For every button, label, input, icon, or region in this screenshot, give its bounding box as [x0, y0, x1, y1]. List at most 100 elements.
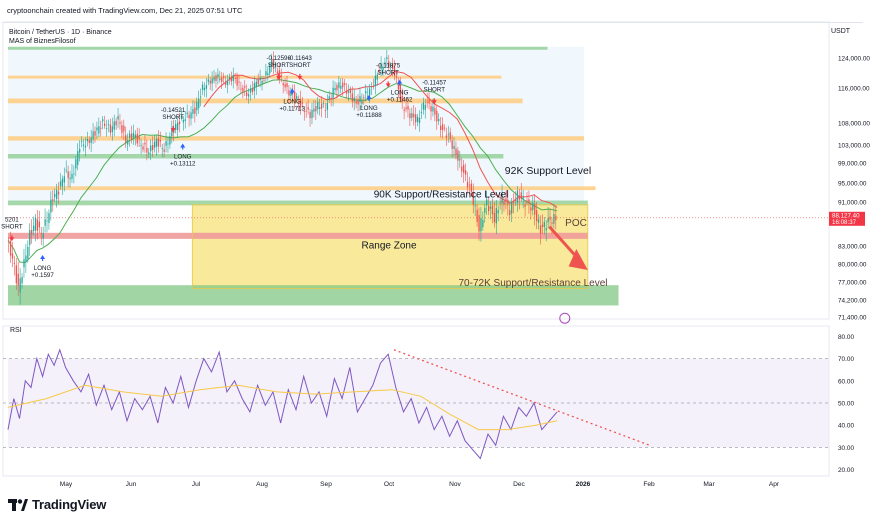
- candle-body: [84, 145, 87, 148]
- candle-body: [426, 101, 428, 103]
- tradingview-logo-icon: [8, 498, 28, 511]
- candle-body: [132, 132, 135, 138]
- currency-label: USDT: [831, 28, 851, 35]
- candle-body: [294, 91, 296, 101]
- candle-body: [296, 96, 298, 99]
- candle-body: [374, 75, 377, 87]
- candle-body: [292, 92, 294, 94]
- x-tick: Jun: [126, 481, 137, 488]
- candle-body: [555, 215, 557, 221]
- range-zone-outline: [191, 204, 589, 289]
- candle-body: [32, 225, 35, 231]
- candle-body: [530, 207, 532, 211]
- candle-body: [117, 116, 119, 120]
- candle-body: [553, 213, 555, 224]
- bearish-arrow-head: [568, 249, 588, 270]
- signal-label-line2-1: SHORT: [162, 114, 184, 121]
- candle-body: [125, 135, 127, 143]
- candle-body: [495, 208, 497, 224]
- candle-body: [311, 110, 313, 119]
- candle-body: [342, 82, 344, 88]
- candle-body: [274, 66, 277, 68]
- candle-body: [157, 138, 160, 147]
- signal-label-6: LONG: [360, 105, 378, 112]
- price-tick: 80,000.00: [838, 262, 867, 269]
- candle-body: [180, 116, 183, 118]
- candle-body: [146, 147, 148, 153]
- candle-body: [224, 82, 227, 85]
- candle-body: [512, 201, 515, 203]
- price-tick: 124,000.00: [838, 56, 870, 63]
- candle-body: [230, 77, 233, 82]
- candle-body: [90, 137, 92, 144]
- zone-4: [8, 186, 596, 191]
- candle-body: [472, 191, 474, 205]
- candle-body: [443, 127, 446, 129]
- candle-body: [482, 220, 484, 227]
- candle-body: [297, 102, 300, 104]
- candle-body: [188, 114, 190, 119]
- candle-body: [370, 86, 373, 88]
- short-arrow-icon: [431, 100, 437, 105]
- candle-body: [121, 125, 123, 133]
- signal-label-line2-0: +0.1597: [31, 272, 54, 279]
- candle-body: [178, 121, 181, 125]
- candle-body: [486, 199, 488, 206]
- candle-body: [361, 100, 363, 104]
- candle-body: [537, 219, 540, 223]
- candle-body: [317, 101, 319, 110]
- candle-body: [516, 190, 519, 203]
- zone-3: [8, 200, 588, 206]
- candle-body: [365, 91, 367, 94]
- short-arrow-icon: [297, 75, 303, 80]
- signal-label-line2-7: SHORT: [377, 69, 399, 76]
- short-arrow-icon: [170, 128, 176, 133]
- candle-body: [480, 217, 482, 232]
- candle-body: [244, 86, 246, 88]
- candle-body: [238, 81, 240, 83]
- candle-body: [357, 99, 359, 105]
- candle-body: [209, 80, 211, 84]
- candle-body: [549, 216, 551, 220]
- candle-body: [257, 79, 259, 85]
- candle-body: [416, 116, 419, 123]
- candle-body: [107, 124, 110, 125]
- candle-body: [353, 97, 355, 102]
- candle-body: [80, 141, 83, 142]
- candle-body: [155, 139, 158, 147]
- price-tick: 99,000.00: [838, 161, 867, 168]
- candle-body: [192, 109, 194, 114]
- candle-body: [123, 125, 125, 132]
- candle-body: [100, 127, 102, 129]
- candle-body: [288, 90, 290, 96]
- signal-label-3: -0.12596: [267, 55, 292, 62]
- candle-body: [420, 112, 423, 113]
- candle-body: [536, 210, 538, 222]
- candle-body: [186, 112, 188, 115]
- candle-body: [422, 102, 425, 110]
- price-tick: 95,000.00: [838, 181, 867, 188]
- candle-body: [102, 119, 104, 122]
- rsi-title: RSI: [10, 327, 22, 334]
- candle-body: [378, 70, 380, 72]
- short-arrow-icon: [9, 237, 15, 242]
- candle-body: [15, 265, 17, 284]
- candle-body: [301, 102, 304, 104]
- candle-body: [488, 205, 490, 212]
- candle-body: [499, 202, 501, 204]
- rsi-tick: 20.00: [838, 467, 854, 474]
- candle-body: [104, 123, 106, 126]
- candle-body: [476, 209, 478, 222]
- candle-body: [409, 113, 411, 119]
- zone-7: [8, 98, 523, 104]
- candle-body: [522, 196, 524, 199]
- ma-line: [7, 79, 558, 264]
- x-tick: Nov: [449, 481, 461, 488]
- rsi-tick: 50.00: [838, 401, 854, 408]
- candle-body: [46, 220, 48, 222]
- candle-body: [322, 103, 325, 105]
- candle-body: [309, 112, 311, 119]
- candle-body: [545, 228, 547, 231]
- price-label-box: [829, 211, 865, 226]
